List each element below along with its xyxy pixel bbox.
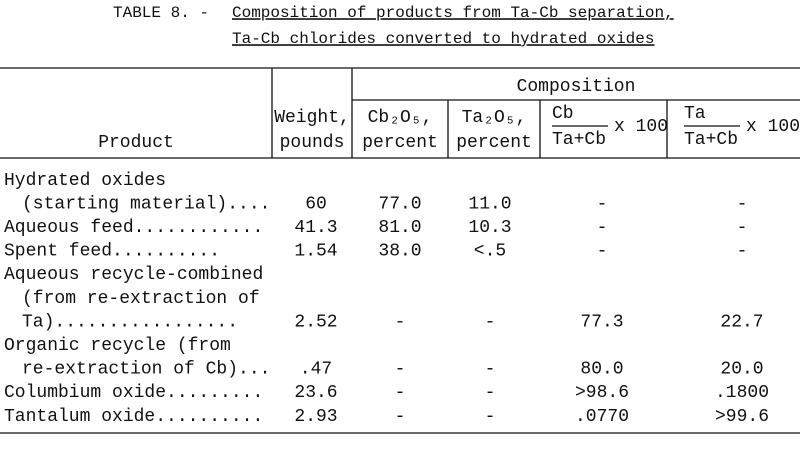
data-cell: 23.6 <box>294 383 337 403</box>
header: percent <box>362 133 438 153</box>
data-cell: 2.52 <box>294 312 337 332</box>
product-cell: re-extraction of Cb)... <box>22 360 270 380</box>
header: Ta <box>684 104 706 124</box>
header: x 100 <box>614 117 668 137</box>
header: Composition <box>517 77 636 97</box>
header: Product <box>98 133 174 153</box>
data-cell: - <box>395 360 406 380</box>
title-label: TABLE 8. - <box>113 4 209 22</box>
product-cell: Organic recycle (from <box>4 336 231 356</box>
header: Ta+Cb <box>552 130 606 150</box>
data-cell: 60 <box>305 194 327 214</box>
data-cell: - <box>395 407 406 427</box>
data-cell: - <box>485 383 496 403</box>
data-cell: - <box>737 242 748 262</box>
data-cell: - <box>485 360 496 380</box>
product-cell: Tantalum oxide.......... <box>4 407 263 427</box>
data-cell: 10.3 <box>468 218 511 238</box>
header: Weight, <box>274 108 350 128</box>
data-cell: 80.0 <box>580 360 623 380</box>
data-cell: <.5 <box>474 242 506 262</box>
data-cell: - <box>597 242 608 262</box>
data-cell: 77.3 <box>580 312 623 332</box>
data-cell: - <box>597 218 608 238</box>
product-cell: Aqueous feed............ <box>4 218 263 238</box>
data-cell: - <box>737 218 748 238</box>
header: Ta₂O₅, <box>462 108 527 128</box>
data-cell: - <box>485 312 496 332</box>
product-cell: Columbium oxide......... <box>4 383 263 403</box>
data-cell: 22.7 <box>720 312 763 332</box>
title-line: Composition of products from Ta-Cb separ… <box>232 4 674 22</box>
header: Cb₂O₅, <box>368 108 433 128</box>
header: pounds <box>280 133 345 153</box>
data-cell: 77.0 <box>378 194 421 214</box>
header: Cb <box>552 104 574 124</box>
data-cell: 11.0 <box>468 194 511 214</box>
data-cell: 20.0 <box>720 360 763 380</box>
data-cell: - <box>485 407 496 427</box>
data-cell: 1.54 <box>294 242 337 262</box>
product-cell: Ta)................. <box>22 312 238 332</box>
data-cell: 2.93 <box>294 407 337 427</box>
product-cell: (from re-extraction of <box>22 289 260 309</box>
header: x 100 <box>746 117 800 137</box>
product-cell: Aqueous recycle-combined <box>4 265 263 285</box>
data-cell: - <box>395 312 406 332</box>
data-cell: 41.3 <box>294 218 337 238</box>
product-cell: Hydrated oxides <box>4 171 166 191</box>
data-cell: >98.6 <box>575 383 629 403</box>
data-cell: 81.0 <box>378 218 421 238</box>
product-cell: (starting material).... <box>22 194 270 214</box>
data-cell: - <box>395 383 406 403</box>
data-cell: - <box>597 194 608 214</box>
data-cell: .1800 <box>715 383 769 403</box>
data-cell: 38.0 <box>378 242 421 262</box>
header: Ta+Cb <box>684 130 738 150</box>
header: percent <box>456 133 532 153</box>
product-cell: Spent feed.......... <box>4 242 220 262</box>
data-cell: >99.6 <box>715 407 769 427</box>
data-cell: - <box>737 194 748 214</box>
title-line: Ta-Cb chlorides converted to hydrated ox… <box>232 30 654 48</box>
data-cell: .47 <box>300 360 332 380</box>
data-cell: .0770 <box>575 407 629 427</box>
